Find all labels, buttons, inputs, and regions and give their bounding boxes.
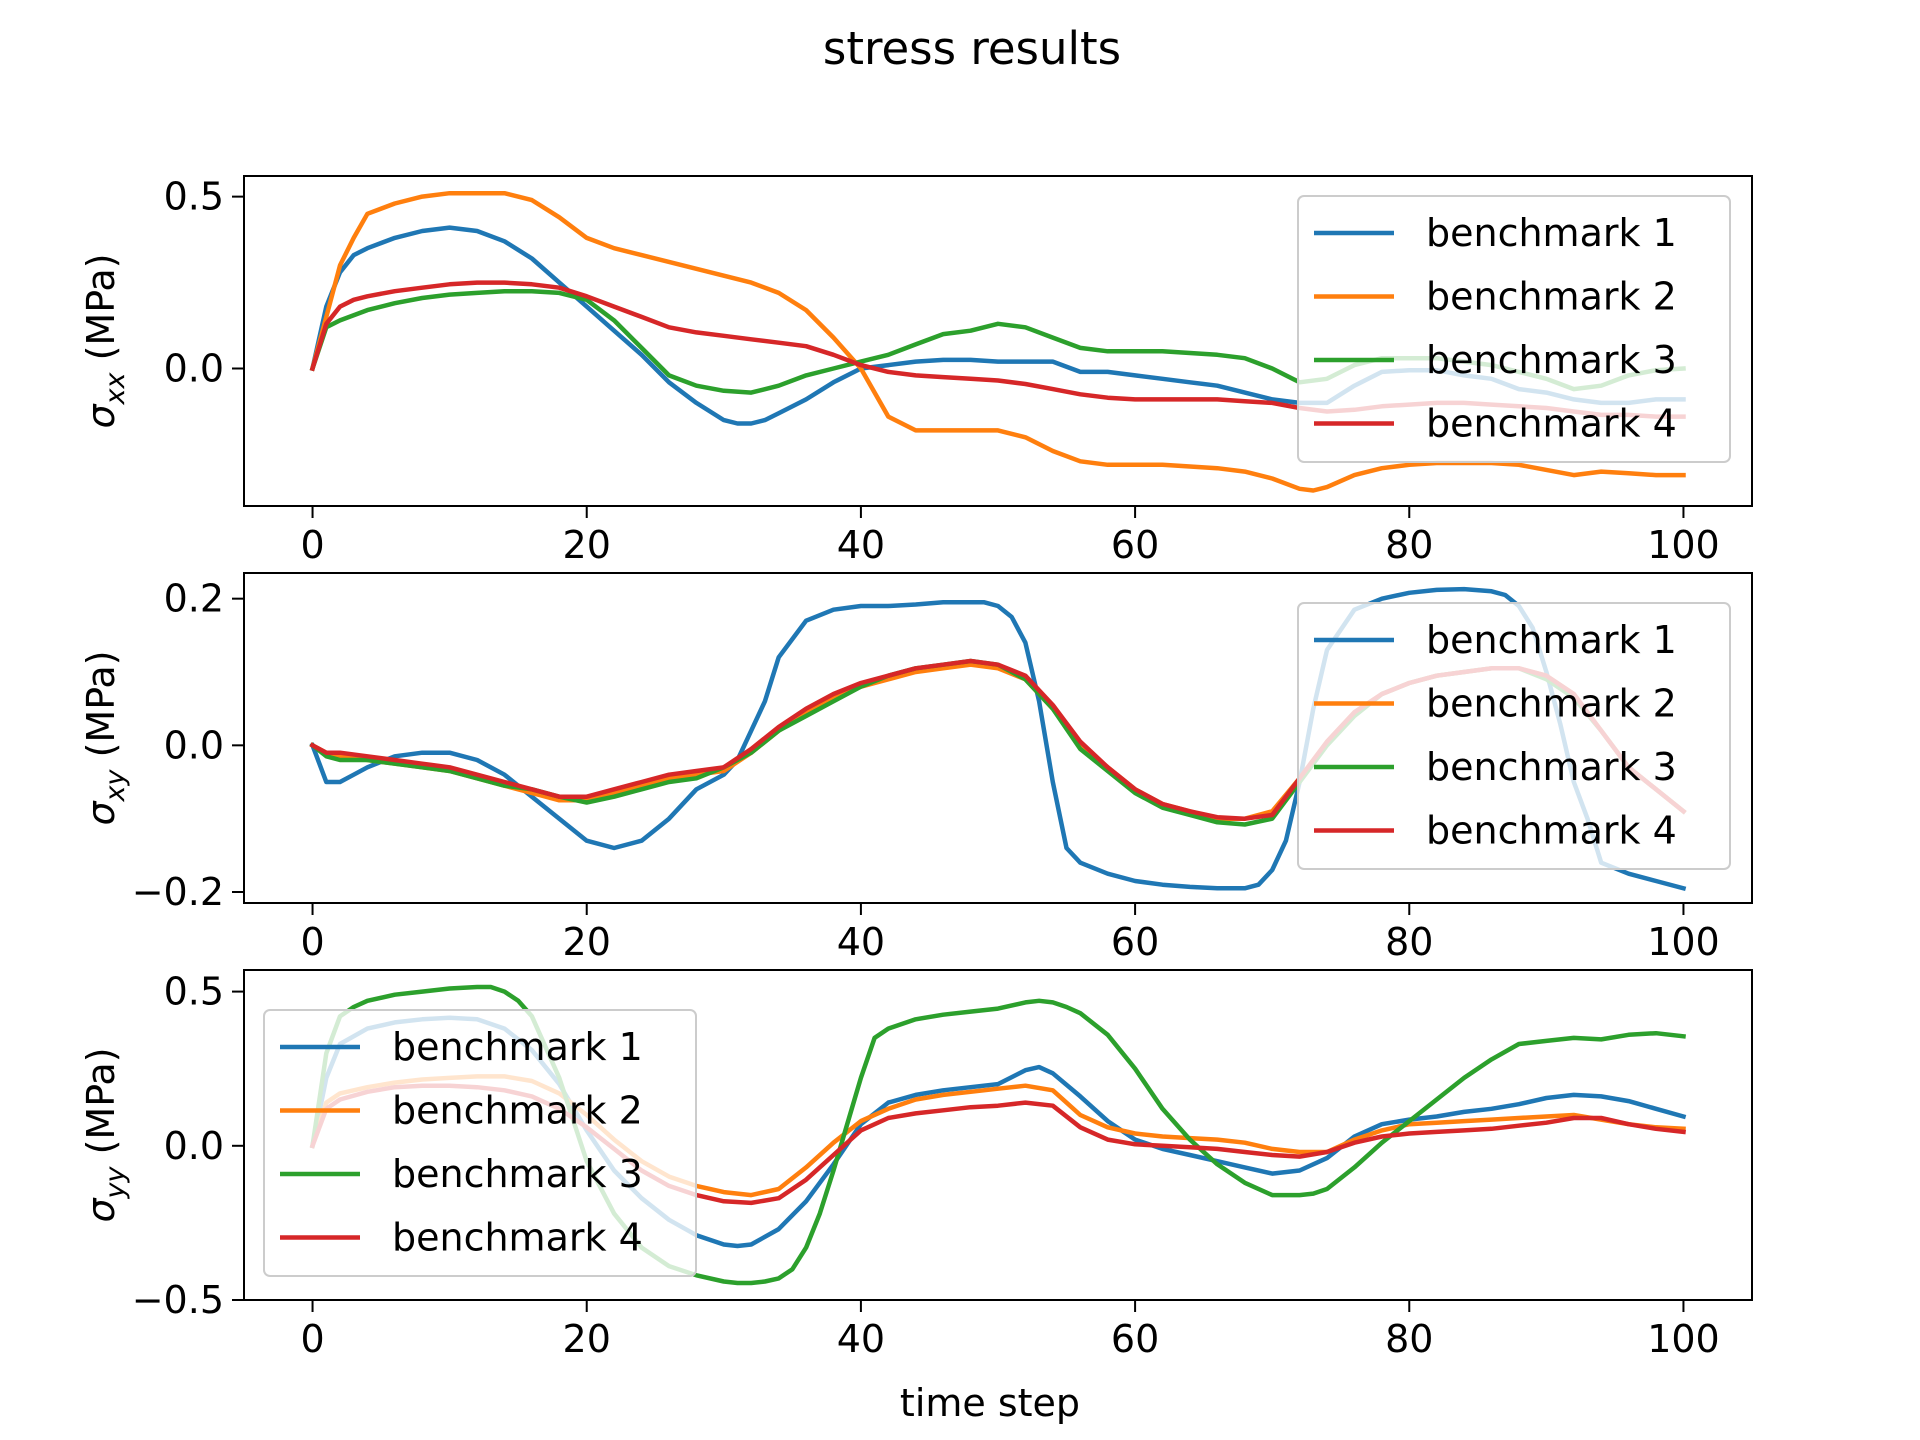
- axes-frame: [243, 969, 1753, 1301]
- legend-label: benchmark 2: [392, 1089, 643, 1133]
- y-label-unit: (MPa): [79, 1047, 123, 1166]
- x-tick-label: 100: [1647, 523, 1720, 567]
- legend-label: benchmark 4: [1426, 402, 1677, 446]
- y-label-unit: (MPa): [79, 253, 123, 372]
- legend: benchmark 1 benchmark 2 benchmark 3 benchma…: [1297, 195, 1731, 463]
- y-axis-label: σyy (MPa): [79, 1047, 131, 1222]
- y-label-unit: (MPa): [79, 650, 123, 769]
- y-label-subscript: xx: [100, 371, 131, 405]
- x-tick-label: 0: [300, 920, 324, 964]
- y-tick-label: 0.0: [164, 723, 224, 767]
- axes-frame: [243, 175, 1753, 507]
- x-tick-label: 100: [1647, 920, 1720, 964]
- legend-box: [263, 1009, 697, 1277]
- y-tick-label: 0.0: [164, 347, 224, 391]
- legend-box: [1297, 195, 1731, 463]
- y-axis-label: σxx (MPa): [79, 253, 131, 428]
- legend-label: benchmark 2: [1426, 682, 1677, 726]
- y-tick-label: 0.2: [164, 577, 224, 621]
- legend-label: benchmark 3: [1426, 338, 1677, 382]
- y-label-symbol: σ: [79, 403, 123, 429]
- figure-title: stress results: [823, 22, 1121, 75]
- legend-label: benchmark 4: [1426, 809, 1677, 853]
- x-tick-label: 20: [563, 523, 611, 567]
- x-axis-label: time step: [900, 1381, 1080, 1425]
- x-tick-label: 80: [1385, 523, 1433, 567]
- legend-label: benchmark 2: [1426, 275, 1677, 319]
- y-tick-label: 0.0: [164, 1124, 224, 1168]
- legend-label: benchmark 3: [392, 1152, 643, 1196]
- legend: benchmark 1 benchmark 2 benchmark 3 benchma…: [263, 1009, 697, 1277]
- subplot-2: 0 20 40 60 80 100 0.2 0.0 −0.2 σxy (MPa) benchmark…: [79, 572, 1753, 964]
- x-tick-label: 20: [563, 1317, 611, 1361]
- x-tick-label: 60: [1111, 920, 1159, 964]
- x-tick-label: 20: [563, 920, 611, 964]
- legend-label: benchmark 1: [1426, 211, 1677, 255]
- legend-label: benchmark 1: [392, 1025, 643, 1069]
- x-tick-label: 40: [837, 523, 885, 567]
- x-tick-label: 0: [300, 1317, 324, 1361]
- subplot-3: 0 20 40 60 80 100 0.5 0.0 −0.5 σyy (MPa) benchmark…: [79, 969, 1753, 1361]
- x-tick-label: 0: [300, 523, 324, 567]
- y-label-subscript: xy: [100, 768, 131, 802]
- y-tick-label: −0.5: [132, 1278, 224, 1322]
- axes-frame: [243, 572, 1753, 904]
- x-tick-label: 40: [837, 1317, 885, 1361]
- y-tick-label: 0.5: [164, 175, 224, 219]
- y-tick-label: 0.5: [164, 970, 224, 1014]
- legend-label: benchmark 4: [392, 1216, 643, 1260]
- y-label-symbol: σ: [79, 800, 123, 826]
- y-tick-label: −0.2: [132, 870, 224, 914]
- y-label-symbol: σ: [79, 1197, 123, 1223]
- x-tick-label: 60: [1111, 523, 1159, 567]
- x-tick-label: 80: [1385, 920, 1433, 964]
- x-tick-label: 100: [1647, 1317, 1720, 1361]
- x-tick-label: 40: [837, 920, 885, 964]
- legend-label: benchmark 1: [1426, 618, 1677, 662]
- legend-box: [1297, 602, 1731, 870]
- series-line-1: [309, 586, 1687, 892]
- x-tick-label: 80: [1385, 1317, 1433, 1361]
- x-tick-label: 60: [1111, 1317, 1159, 1361]
- series-line-3: [309, 984, 1686, 1286]
- legend: benchmark 1 benchmark 2 benchmark 3 benchma…: [1297, 602, 1731, 870]
- y-axis-label: σxy (MPa): [79, 650, 131, 825]
- y-label-subscript: yy: [100, 1165, 131, 1199]
- legend-label: benchmark 3: [1426, 745, 1677, 789]
